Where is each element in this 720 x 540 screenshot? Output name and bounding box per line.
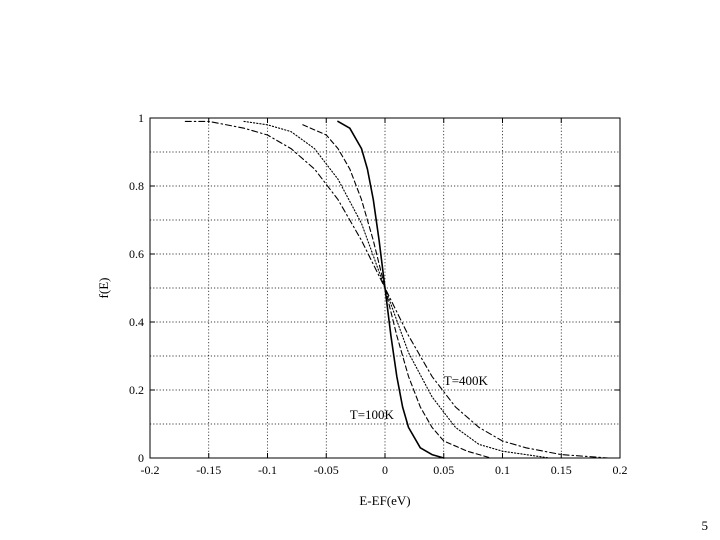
y-tick-label: 1 — [138, 111, 144, 125]
series-line-400k — [184, 120, 609, 459]
x-tick-label: 0.15 — [551, 463, 572, 477]
y-tick-label: 0.4 — [129, 315, 144, 329]
page-number: 5 — [701, 518, 709, 533]
x-tick-label: 0.2 — [613, 463, 628, 477]
x-tick-label: -0.1 — [258, 463, 277, 477]
annotations: T=400K T=100K — [350, 373, 489, 422]
series-layer — [184, 120, 609, 459]
series-line-200k — [302, 124, 492, 459]
y-tick-label: 0.6 — [129, 247, 144, 261]
x-axis-title: E-EF(eV) — [359, 493, 410, 508]
x-tick-label: 0.1 — [495, 463, 510, 477]
series-line-100k — [337, 120, 445, 459]
y-tick-label: 0.2 — [129, 383, 144, 397]
x-tick-label: 0.05 — [433, 463, 454, 477]
x-tick-label: 0 — [382, 463, 388, 477]
y-tick-label: 0.8 — [129, 179, 144, 193]
x-tick-label: -0.2 — [141, 463, 160, 477]
y-axis-title: f(E) — [96, 278, 111, 299]
x-tick-label: -0.05 — [314, 463, 339, 477]
annotation-label: T=400K — [444, 373, 489, 388]
x-tick-label: -0.15 — [196, 463, 221, 477]
annotation-label: T=100K — [350, 407, 395, 422]
tick-labels: -0.2 -0.15 -0.1 -0.05 0 0.05 0.1 0.15 0.2 0 0.2 0.4… — [129, 111, 628, 477]
y-tick-label: 0 — [138, 451, 144, 465]
series-line-300k — [243, 120, 551, 459]
